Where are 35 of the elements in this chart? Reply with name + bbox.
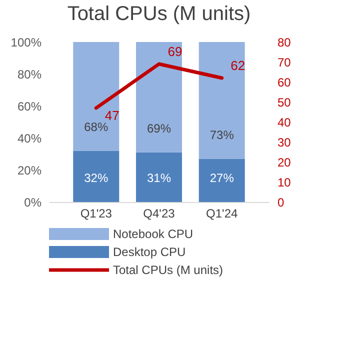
bar — [198, 42, 245, 159]
x-tick-label: Q4'23 — [143, 206, 176, 220]
data-label: 73% — [210, 128, 234, 142]
y2-tick-label: 60 — [278, 76, 292, 90]
data-label: 32% — [84, 171, 108, 185]
y2-tick-label: 80 — [278, 36, 292, 50]
y2-tick-label: 30 — [278, 136, 292, 150]
bar — [73, 150, 120, 202]
y2-tick-label: 10 — [278, 176, 292, 190]
y-tick-label: 0% — [24, 196, 42, 210]
y2-tick-label: 70 — [278, 56, 292, 70]
chart-title: Total CPUs (M units) — [67, 3, 251, 25]
bar — [136, 42, 182, 152]
y2-tick-label: 50 — [278, 96, 292, 110]
y-tick-label: 100% — [10, 36, 42, 50]
y-tick-label: 60% — [17, 100, 42, 114]
x-tick-label: Q1'24 — [206, 206, 238, 220]
x-tick-label: Q1'23 — [80, 206, 112, 220]
legend-label: Total CPUs (M units) — [113, 263, 224, 277]
y-tick-label: 80% — [17, 68, 42, 82]
data-label: 69 — [168, 44, 182, 59]
y2-tick-label: 20 — [278, 156, 292, 170]
y-tick-label: 20% — [17, 164, 42, 178]
data-label: 31% — [146, 171, 172, 185]
y2-tick-label: 40 — [278, 116, 292, 130]
y-tick-label: 40% — [17, 132, 42, 146]
data-label: 62 — [230, 58, 246, 73]
legend-label: Notebook CPU — [113, 227, 194, 241]
data-label: 69% — [146, 121, 172, 136]
bar — [136, 152, 182, 202]
bar — [73, 42, 120, 151]
legend-label: Desktop CPU — [113, 245, 186, 259]
data-label: 27% — [210, 171, 234, 185]
bar — [198, 158, 245, 202]
y2-tick-label: 0 — [278, 196, 284, 210]
